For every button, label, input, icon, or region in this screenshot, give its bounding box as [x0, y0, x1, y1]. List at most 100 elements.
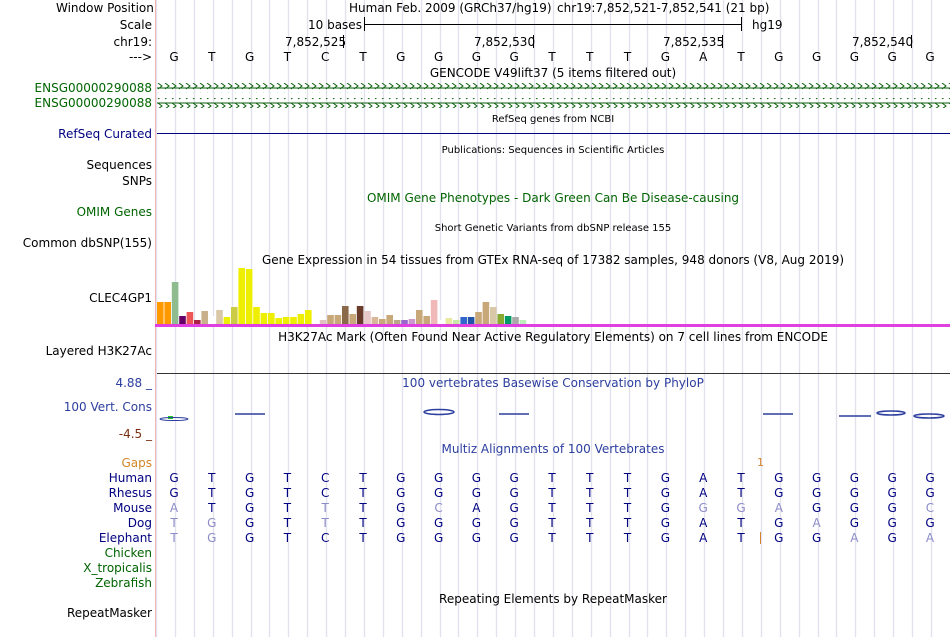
gtex-label[interactable]: CLEC4GP1 [89, 291, 152, 305]
gtex-bar-chart[interactable] [157, 268, 950, 328]
repeat-label[interactable]: RepeatMasker [66, 606, 152, 620]
alignment-base: T [359, 501, 367, 515]
cons-signal[interactable] [157, 405, 950, 425]
alignment-base: G [774, 471, 784, 485]
gtex-bar[interactable] [467, 317, 475, 324]
gtex-bar[interactable] [490, 307, 497, 324]
cons-label[interactable]: 100 Vert. Cons [63, 400, 152, 414]
alignment-base: G [849, 471, 860, 485]
gtex-bar[interactable] [482, 302, 490, 324]
gtex-bar[interactable] [423, 316, 430, 324]
gtex-bar[interactable] [275, 318, 282, 324]
gtex-bar[interactable] [460, 317, 467, 324]
species-label-rhesus[interactable]: Rhesus [108, 486, 152, 500]
h3k-label[interactable]: Layered H3K27Ac [45, 344, 152, 358]
alignment-base: C [925, 501, 935, 515]
alignment-base: T [283, 486, 292, 500]
alignment-base: T [623, 516, 632, 530]
sequences-label[interactable]: Sequences [86, 158, 152, 172]
gtex-bar[interactable] [393, 320, 401, 324]
gtex-bar[interactable] [282, 317, 290, 324]
sequence-base: T [586, 50, 594, 64]
gtex-bar[interactable] [512, 317, 519, 324]
sequence-base: G [849, 50, 860, 64]
gtex-bar[interactable] [349, 314, 356, 324]
gtex-bar[interactable] [416, 310, 423, 324]
gtex-bar[interactable] [475, 312, 482, 324]
alignment-base: G [774, 486, 784, 500]
gtex-bar[interactable] [253, 307, 260, 324]
alignment-base: T [586, 486, 594, 500]
gtex-bar[interactable] [401, 320, 408, 324]
gencode-feature-2[interactable] [157, 98, 950, 108]
alignment-base: T [283, 501, 292, 515]
species-label-elephant[interactable]: Elephant [98, 531, 152, 545]
gtex-bar[interactable] [194, 320, 201, 324]
coord-2-tick [533, 35, 534, 48]
gtex-bar[interactable] [305, 310, 312, 324]
snps-label[interactable]: SNPs [122, 174, 152, 188]
gtex-bar[interactable] [430, 300, 438, 324]
alignment-base: T [737, 516, 745, 530]
gtex-bar[interactable] [504, 316, 512, 324]
species-label-human[interactable]: Human [108, 471, 152, 485]
gencode-item-1[interactable]: ENSG00000290088 [34, 81, 152, 95]
alignment-base: G [396, 486, 406, 500]
gtex-bar[interactable] [268, 313, 275, 324]
refseq-line[interactable] [157, 133, 950, 134]
alignment-base: G [811, 486, 822, 500]
gtex-bar[interactable] [342, 306, 349, 324]
gtex-bar[interactable] [408, 319, 416, 324]
position-text[interactable]: chr19:7,852,521-7,852,541 (21 bp) [557, 1, 770, 15]
alignment-base: G [660, 531, 671, 545]
gtex-bar[interactable] [216, 310, 223, 324]
gtex-bar[interactable] [386, 315, 393, 324]
gencode-feature-1[interactable] [157, 83, 950, 93]
gtex-bar[interactable] [497, 314, 504, 324]
gtex-bar[interactable] [238, 268, 245, 324]
gtex-bar[interactable] [364, 311, 371, 324]
refseq-label[interactable]: RefSeq Curated [58, 127, 152, 141]
gtex-bar[interactable] [208, 316, 216, 324]
gtex-bar[interactable] [171, 282, 179, 324]
gtex-bar[interactable] [223, 317, 231, 324]
alignment-base: C [434, 501, 443, 515]
alignment-base: T [623, 501, 632, 515]
gtex-bar[interactable] [245, 269, 253, 324]
species-label-mouse[interactable]: Mouse [113, 501, 152, 515]
gencode-item-2[interactable]: ENSG00000290088 [34, 96, 152, 110]
gtex-bar[interactable] [379, 319, 386, 324]
gtex-bar[interactable] [519, 320, 527, 324]
species-label-x_tropicalis[interactable]: X_tropicalis [83, 561, 152, 575]
gtex-bar[interactable] [453, 320, 460, 324]
gtex-bar[interactable] [157, 302, 164, 324]
alignment-base: A [774, 501, 783, 515]
gtex-bar[interactable] [438, 320, 445, 324]
gtex-bar[interactable] [319, 320, 327, 324]
gtex-bar[interactable] [290, 317, 297, 324]
alignment-base: G [774, 516, 784, 530]
species-label-chicken[interactable]: Chicken [104, 546, 152, 560]
species-label-dog[interactable]: Dog [127, 516, 152, 530]
gtex-bar[interactable] [371, 317, 379, 324]
h3k-signal-line[interactable] [157, 373, 950, 374]
gtex-bar[interactable] [356, 306, 364, 324]
gtex-bar[interactable] [186, 312, 194, 324]
gtex-bar[interactable] [334, 315, 342, 324]
gtex-bar[interactable] [297, 314, 305, 324]
alignment-base: A [472, 501, 481, 515]
gencode-gene-features[interactable] [157, 81, 950, 111]
gtex-bar[interactable] [327, 315, 334, 324]
alignment-base: G [396, 471, 406, 485]
gtex-bar[interactable] [201, 311, 208, 324]
gtex-bar[interactable] [445, 318, 453, 324]
alignment-base: T [170, 516, 178, 530]
gtex-bar[interactable] [231, 307, 238, 324]
gtex-bar[interactable] [260, 313, 268, 324]
omim-label[interactable]: OMIM Genes [76, 205, 152, 219]
species-label-zebrafish[interactable]: Zebrafish [95, 576, 152, 590]
gtex-bar[interactable] [164, 302, 171, 324]
dbsnp-label[interactable]: Common dbSNP(155) [22, 236, 152, 250]
gtex-bar[interactable] [179, 316, 186, 324]
gaps-label[interactable]: Gaps [121, 456, 152, 470]
